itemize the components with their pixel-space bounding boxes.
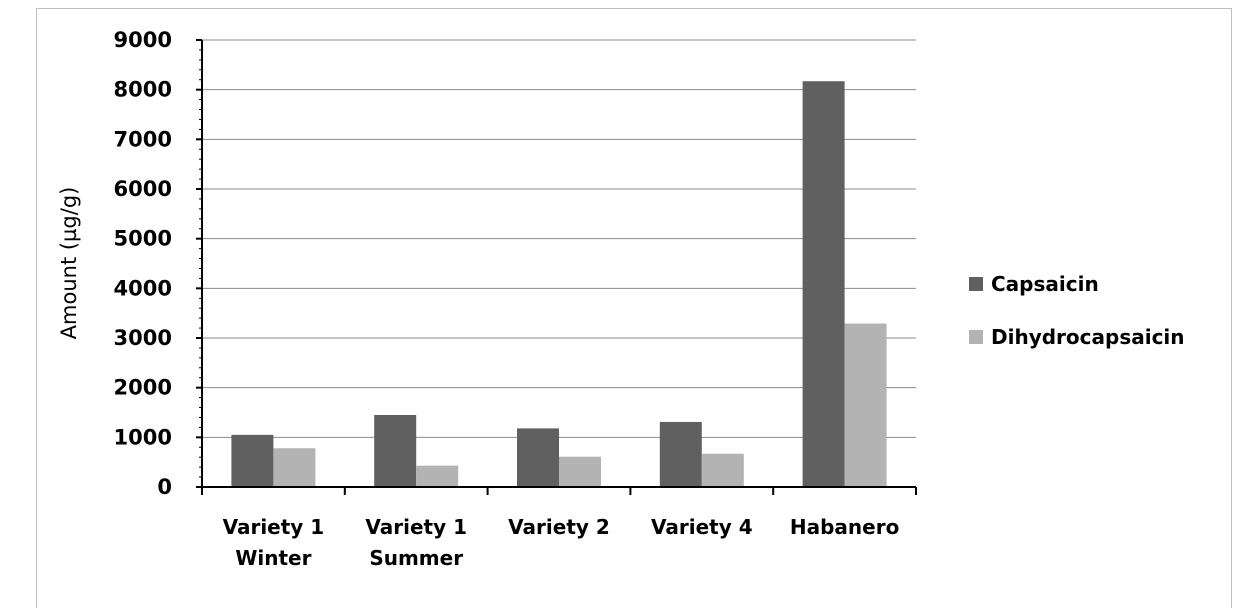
- bar-dihydrocapsaicin: [844, 323, 887, 487]
- bar-dihydrocapsaicin: [559, 456, 601, 487]
- axes: [196, 39, 917, 495]
- y-tick-label: 9000: [114, 28, 172, 52]
- y-tick-label: 6000: [114, 177, 172, 201]
- x-category-label: Variety 1: [223, 515, 325, 539]
- y-tick-label: 5000: [114, 227, 172, 251]
- x-category-labels: Variety 1 Winter Variety 1 Summer Variety 2 V…: [223, 515, 900, 570]
- bar-capsaicin: [659, 421, 702, 487]
- y-tick-label: 4000: [114, 276, 172, 300]
- x-category-label: Summer: [369, 546, 463, 570]
- legend-label: Capsaicin: [991, 272, 1099, 296]
- bar-capsaicin: [802, 81, 845, 488]
- y-tick-label: 7000: [114, 127, 172, 151]
- y-tick-label: 8000: [114, 78, 172, 102]
- bar-capsaicin: [374, 414, 417, 487]
- bars: [231, 81, 887, 488]
- x-category-label: Variety 1: [365, 515, 467, 539]
- legend: Capsaicin Dihydrocapsaicin: [969, 272, 1185, 349]
- y-tick-label: 0: [157, 475, 172, 499]
- bar-capsaicin: [231, 434, 274, 487]
- bar-dihydrocapsaicin: [416, 465, 459, 487]
- legend-swatch: [969, 330, 983, 344]
- bar-capsaicin: [517, 428, 559, 487]
- y-tick-labels: 0 1000 2000 3000 4000 5000 6000 7000 8000 9000: [114, 28, 172, 499]
- legend-swatch: [969, 277, 983, 291]
- y-axis-label: Amount (µg/g): [57, 187, 81, 340]
- x-category-label: Habanero: [790, 515, 899, 539]
- x-category-label: Winter: [235, 546, 311, 570]
- x-category-label: Variety 2: [508, 515, 610, 539]
- bar-dihydrocapsaicin: [701, 453, 744, 487]
- bar-dihydrocapsaicin: [273, 448, 316, 487]
- y-tick-label: 3000: [114, 326, 172, 350]
- x-category-label: Variety 4: [651, 515, 753, 539]
- y-tick-label: 1000: [114, 425, 172, 449]
- y-tick-label: 2000: [114, 376, 172, 400]
- chart-frame: [36, 8, 1232, 608]
- legend-label: Dihydrocapsaicin: [991, 325, 1185, 349]
